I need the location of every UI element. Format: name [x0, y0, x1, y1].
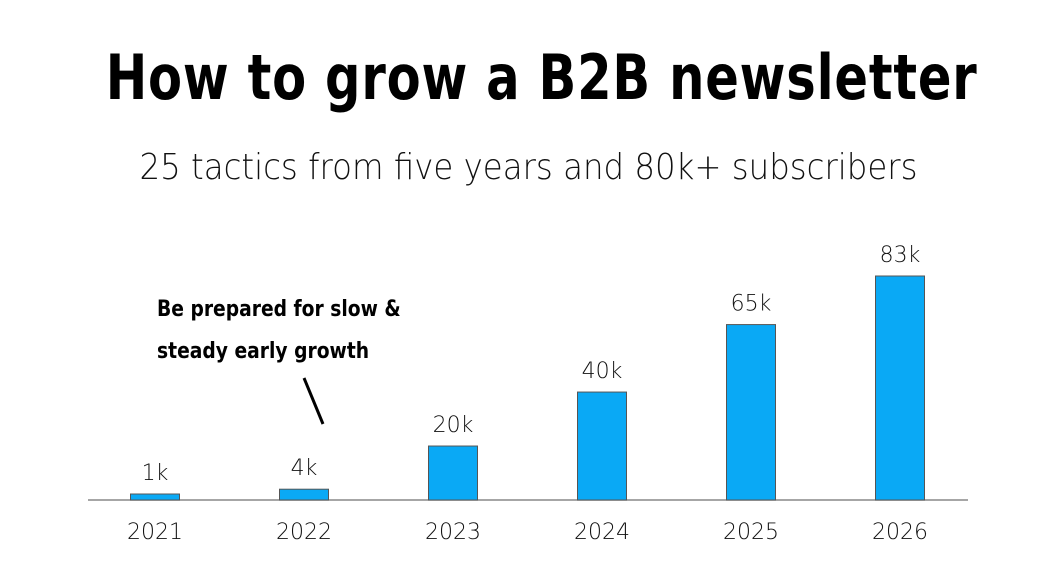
bar-2024 — [577, 391, 627, 501]
annotation-pointer — [302, 377, 325, 425]
bar-2022 — [279, 488, 329, 501]
bar-2021 — [130, 493, 180, 501]
data-label-2024: 40k — [582, 359, 623, 384]
x-tick-label-2025: 2025 — [723, 520, 779, 545]
x-tick-label-2023: 2023 — [425, 520, 481, 545]
x-tick-label-2021: 2021 — [127, 520, 183, 545]
x-tick-label-2024: 2024 — [574, 520, 630, 545]
data-label-2025: 65k — [731, 292, 772, 317]
bar-2023 — [428, 445, 478, 501]
data-label-2023: 20k — [433, 413, 474, 438]
bar-2025 — [726, 324, 776, 501]
annotation-line-1: Be prepared for slow & — [157, 297, 401, 322]
annotation-line-2: steady early growth — [157, 339, 370, 364]
page-subtitle: 25 tactics from five years and 80k+ subs… — [139, 147, 918, 188]
annotation-text: Be prepared for slow & steady early grow… — [157, 289, 401, 373]
bar-2026 — [875, 275, 925, 501]
page-title: How to grow a B2B newsletter — [105, 41, 978, 114]
data-label-2021: 1k — [142, 461, 169, 486]
x-tick-label-2022: 2022 — [276, 520, 332, 545]
x-tick-label-2026: 2026 — [872, 520, 928, 545]
data-label-2026: 83k — [880, 243, 921, 268]
data-label-2022: 4k — [291, 456, 318, 481]
